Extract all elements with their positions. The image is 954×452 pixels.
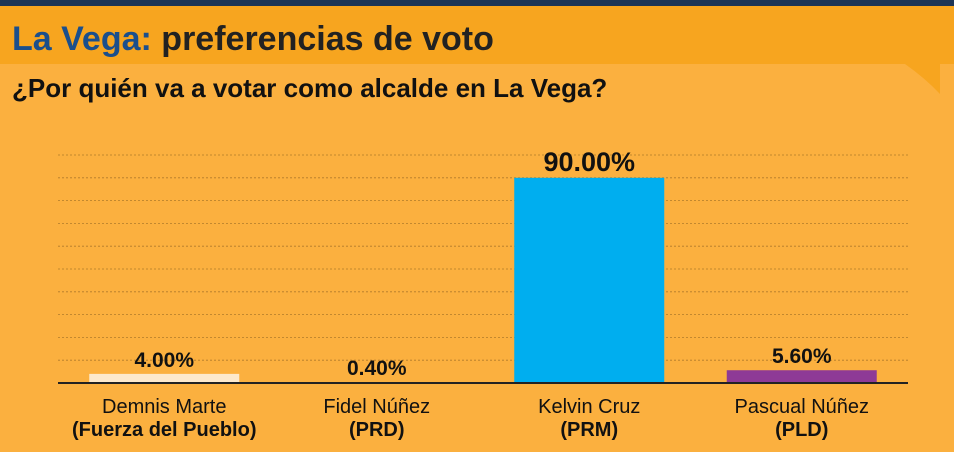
- x-tick-label: Fidel Núñez: [323, 396, 430, 418]
- x-tick-sublabel: (PRD): [349, 419, 405, 441]
- title-main: preferencias de voto: [161, 20, 494, 58]
- value-label: 5.60%: [772, 345, 832, 368]
- value-label: 0.40%: [347, 357, 407, 380]
- value-label: 4.00%: [134, 349, 194, 372]
- x-tick-sublabel: (PLD): [775, 419, 828, 441]
- title-band: [0, 0, 954, 64]
- x-tick-sublabel: (PRM): [560, 419, 618, 441]
- chart-title: La Vega: preferencias de voto: [12, 20, 494, 58]
- x-tick-label: Pascual Núñez: [734, 396, 869, 418]
- title-place: La Vega:: [12, 20, 152, 58]
- bar: [726, 370, 877, 383]
- x-tick-sublabel: (Fuerza del Pueblo): [72, 419, 256, 441]
- bar: [514, 177, 665, 383]
- bubble-tail: [905, 64, 940, 94]
- value-label: 90.00%: [543, 147, 635, 177]
- bar: [89, 373, 240, 383]
- x-tick-label: Kelvin Cruz: [538, 396, 640, 418]
- x-tick-label: Demnis Marte: [102, 396, 226, 418]
- top-rule: [0, 0, 954, 6]
- subtitle: ¿Por quién va a votar como alcalde en La…: [12, 73, 607, 103]
